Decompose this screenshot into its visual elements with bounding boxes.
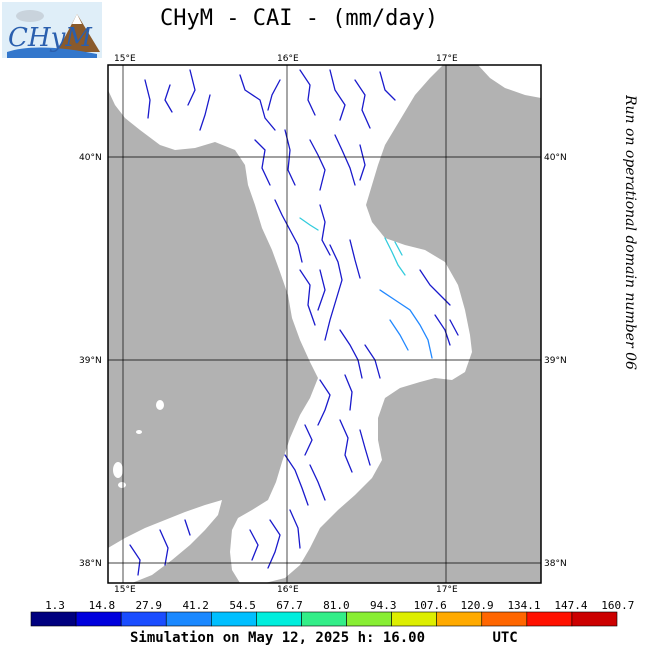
colorbar-swatch bbox=[526, 611, 573, 627]
colorbar-swatch bbox=[346, 611, 392, 627]
side-label: Run on operational domain number 06 bbox=[622, 95, 638, 370]
graticule bbox=[108, 65, 541, 583]
island bbox=[156, 400, 164, 410]
lon-label-bottom: 17°E bbox=[436, 585, 458, 595]
lon-label-top: 16°E bbox=[277, 54, 299, 64]
map-frame bbox=[107, 64, 542, 584]
colorbar-swatch bbox=[481, 611, 528, 627]
river-network bbox=[129, 69, 459, 576]
colorbar-swatch bbox=[256, 611, 302, 627]
colorbar-swatch bbox=[436, 611, 483, 627]
lat-label-left: 40°N bbox=[79, 153, 102, 163]
colorbar-label: 160.7 bbox=[601, 599, 634, 612]
colorbar-label: 147.4 bbox=[554, 599, 587, 612]
island bbox=[113, 462, 123, 478]
island bbox=[118, 482, 126, 488]
colorbar-swatch bbox=[391, 611, 437, 627]
chym-logo: CHyM bbox=[2, 2, 102, 58]
colorbar-label: 27.9 bbox=[136, 599, 163, 612]
colorbar-label: 94.3 bbox=[370, 599, 397, 612]
logo-text: CHyM bbox=[8, 23, 93, 53]
colorbar-swatch bbox=[75, 611, 122, 627]
colorbar-swatch bbox=[211, 611, 257, 627]
land-area-puglia bbox=[478, 65, 541, 98]
colorbar-label: 67.7 bbox=[276, 599, 303, 612]
colorbar-swatch bbox=[571, 611, 618, 627]
colorbar-swatch bbox=[301, 611, 347, 627]
lon-label-top: 15°E bbox=[114, 54, 136, 64]
colorbar-swatch bbox=[165, 611, 212, 627]
colorbar-label: 134.1 bbox=[507, 599, 540, 612]
colorbar-label: 54.5 bbox=[229, 599, 256, 612]
timezone-text: UTC bbox=[492, 630, 518, 646]
colorbar: 1.3 14.8 27.9 41.2 54.5 67.7 81.0 94.3 107.6 120.… bbox=[30, 599, 634, 627]
colorbar-label: 120.9 bbox=[461, 599, 494, 612]
side-label-text: Run on operational domain number 06 bbox=[622, 95, 638, 370]
colorbar-label: 14.8 bbox=[89, 599, 116, 612]
page-title: CHyM - CAI - (mm/day) bbox=[160, 6, 439, 31]
colorbar-label: 107.6 bbox=[414, 599, 447, 612]
island bbox=[136, 430, 142, 434]
simulation-text: Simulation on May 12, 2025 h: 16.00 bbox=[130, 630, 426, 646]
lon-label-top: 17°E bbox=[436, 54, 458, 64]
lon-label-bottom: 15°E bbox=[114, 585, 136, 595]
lon-label-bottom: 16°E bbox=[277, 585, 299, 595]
colorbar-swatch bbox=[120, 611, 167, 627]
lat-label-left: 38°N bbox=[79, 559, 102, 569]
colorbar-label: 1.3 bbox=[45, 599, 65, 612]
colorbar-label: 81.0 bbox=[323, 599, 350, 612]
footer: Simulation on May 12, 2025 h: 16.00 UTC bbox=[130, 630, 518, 646]
land-area bbox=[108, 65, 472, 583]
colorbar-swatch bbox=[30, 611, 77, 627]
lat-label-left: 39°N bbox=[79, 356, 102, 366]
colorbar-label: 41.2 bbox=[182, 599, 209, 612]
lat-label-right: 38°N bbox=[544, 559, 567, 569]
lat-label-right: 40°N bbox=[544, 153, 567, 163]
lat-label-right: 39°N bbox=[544, 356, 567, 366]
